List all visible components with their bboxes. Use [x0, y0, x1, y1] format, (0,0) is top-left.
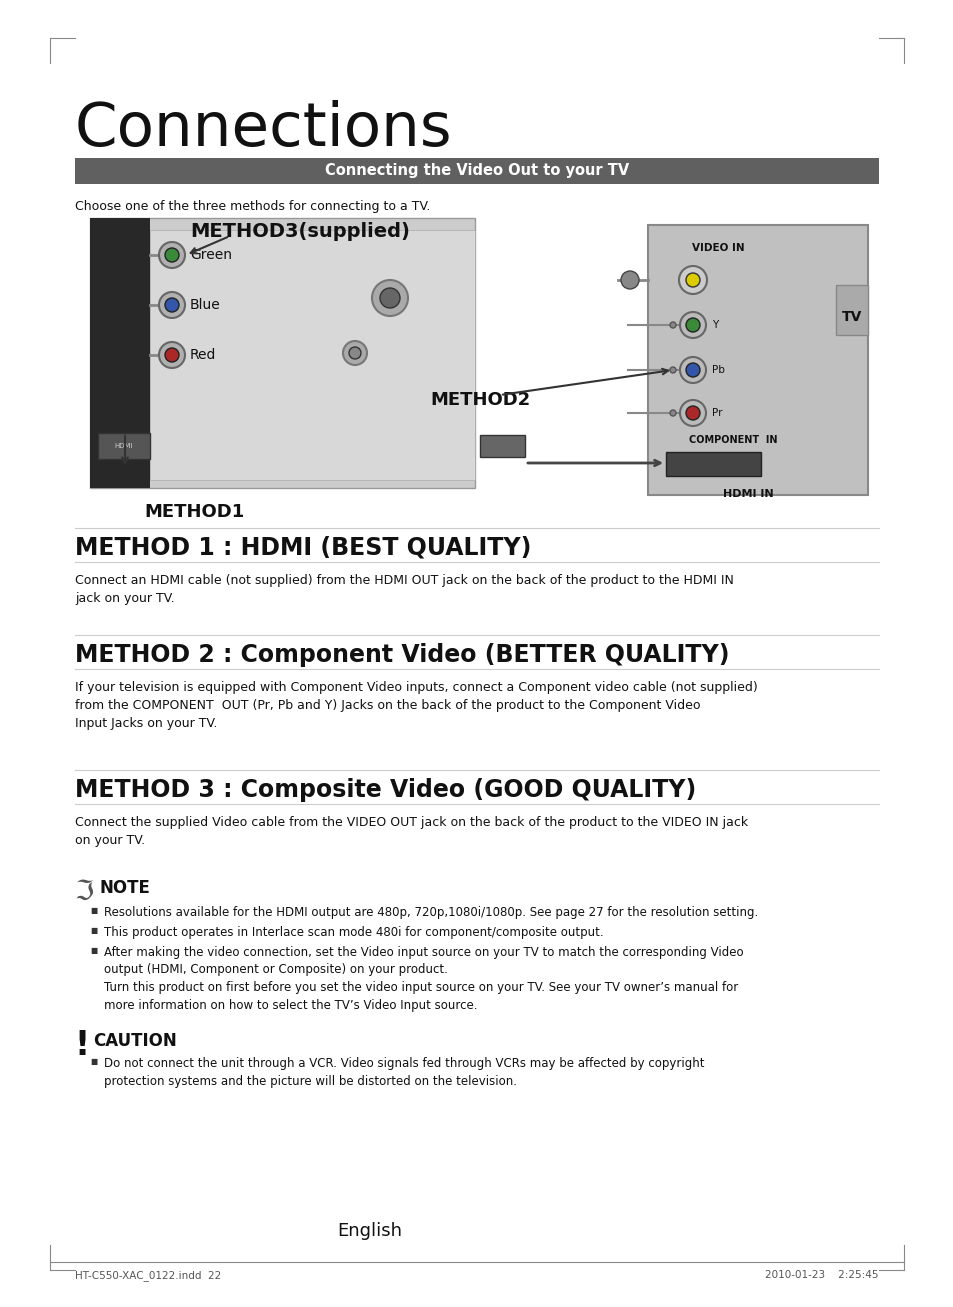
Bar [479, 435, 524, 457]
Circle shape [669, 367, 676, 372]
Bar [98, 433, 150, 459]
Text: HT-C550-XAC_0122.indd  22: HT-C550-XAC_0122.indd 22 [75, 1270, 221, 1281]
Text: METHOD2: METHOD2 [430, 391, 530, 409]
Bar [647, 225, 867, 495]
Text: CAUTION: CAUTION [92, 1033, 176, 1050]
Circle shape [372, 280, 408, 316]
Text: Connect the supplied Video cable from the VIDEO OUT jack on the back of the prod: Connect the supplied Video cable from th… [75, 816, 747, 847]
Text: NOTE: NOTE [100, 880, 151, 897]
Text: !: ! [74, 1029, 89, 1063]
Circle shape [165, 298, 179, 312]
Circle shape [669, 322, 676, 328]
Text: Y: Y [711, 320, 718, 329]
Circle shape [679, 267, 706, 294]
Circle shape [349, 346, 360, 359]
Circle shape [343, 341, 367, 365]
Text: Pr: Pr [711, 408, 721, 418]
Text: METHOD 2 : Component Video (BETTER QUALITY): METHOD 2 : Component Video (BETTER QUALI… [75, 643, 729, 667]
Circle shape [159, 342, 185, 369]
Text: Red: Red [190, 348, 216, 362]
Circle shape [165, 348, 179, 362]
Circle shape [685, 273, 700, 288]
Text: Connecting the Video Out to your TV: Connecting the Video Out to your TV [325, 163, 628, 179]
Text: Blue: Blue [190, 298, 220, 312]
Bar [75, 158, 878, 184]
Text: ■: ■ [90, 1057, 97, 1067]
Text: METHOD1: METHOD1 [145, 503, 245, 521]
Text: Resolutions available for the HDMI output are 480p, 720p,1080i/1080p. See page 2: Resolutions available for the HDMI outpu… [104, 906, 758, 919]
Text: HDMI IN: HDMI IN [722, 489, 773, 499]
Circle shape [159, 242, 185, 268]
Circle shape [685, 318, 700, 332]
Text: Choose one of the three methods for connecting to a TV.: Choose one of the three methods for conn… [75, 200, 430, 213]
Text: ■: ■ [90, 946, 97, 955]
Text: METHOD 1 : HDMI (BEST QUALITY): METHOD 1 : HDMI (BEST QUALITY) [75, 536, 531, 559]
Text: If your television is equipped with Component Video inputs, connect a Component : If your television is equipped with Comp… [75, 681, 757, 731]
Text: ■: ■ [90, 925, 97, 935]
Circle shape [685, 363, 700, 376]
Circle shape [620, 271, 639, 289]
Text: ℑ: ℑ [75, 878, 94, 906]
Text: HDMI: HDMI [114, 443, 133, 450]
Text: English: English [337, 1222, 402, 1240]
Text: METHOD3(supplied): METHOD3(supplied) [190, 222, 410, 240]
Text: Do not connect the unit through a VCR. Video signals fed through VCRs may be aff: Do not connect the unit through a VCR. V… [104, 1057, 703, 1087]
Circle shape [679, 357, 705, 383]
Text: Connect an HDMI cable (not supplied) from the HDMI OUT jack on the back of the p: Connect an HDMI cable (not supplied) fro… [75, 574, 733, 605]
Circle shape [685, 406, 700, 420]
Circle shape [159, 291, 185, 318]
Bar [90, 218, 475, 488]
Bar [90, 218, 150, 488]
Text: Green: Green [190, 248, 232, 261]
Text: ■: ■ [90, 906, 97, 915]
Circle shape [679, 312, 705, 339]
Circle shape [679, 400, 705, 426]
Text: COMPONENT  IN: COMPONENT IN [688, 435, 777, 444]
Text: VIDEO IN: VIDEO IN [691, 243, 743, 254]
Text: 2010-01-23    2:25:45: 2010-01-23 2:25:45 [764, 1270, 878, 1280]
Text: METHOD 3 : Composite Video (GOOD QUALITY): METHOD 3 : Composite Video (GOOD QUALITY… [75, 778, 696, 802]
Bar [665, 452, 760, 476]
Text: Pb: Pb [711, 365, 724, 375]
Text: This product operates in Interlace scan mode 480i for component/composite output: This product operates in Interlace scan … [104, 925, 603, 938]
Circle shape [165, 248, 179, 261]
Text: TV: TV [841, 310, 862, 324]
Bar [150, 230, 475, 480]
Text: Turn this product on first before you set the video input source on your TV. See: Turn this product on first before you se… [104, 982, 738, 1012]
Circle shape [669, 410, 676, 416]
Circle shape [379, 288, 399, 308]
Text: After making the video connection, set the Video input source on your TV to matc: After making the video connection, set t… [104, 946, 742, 976]
Text: Connections: Connections [75, 101, 452, 159]
Bar [835, 285, 867, 335]
